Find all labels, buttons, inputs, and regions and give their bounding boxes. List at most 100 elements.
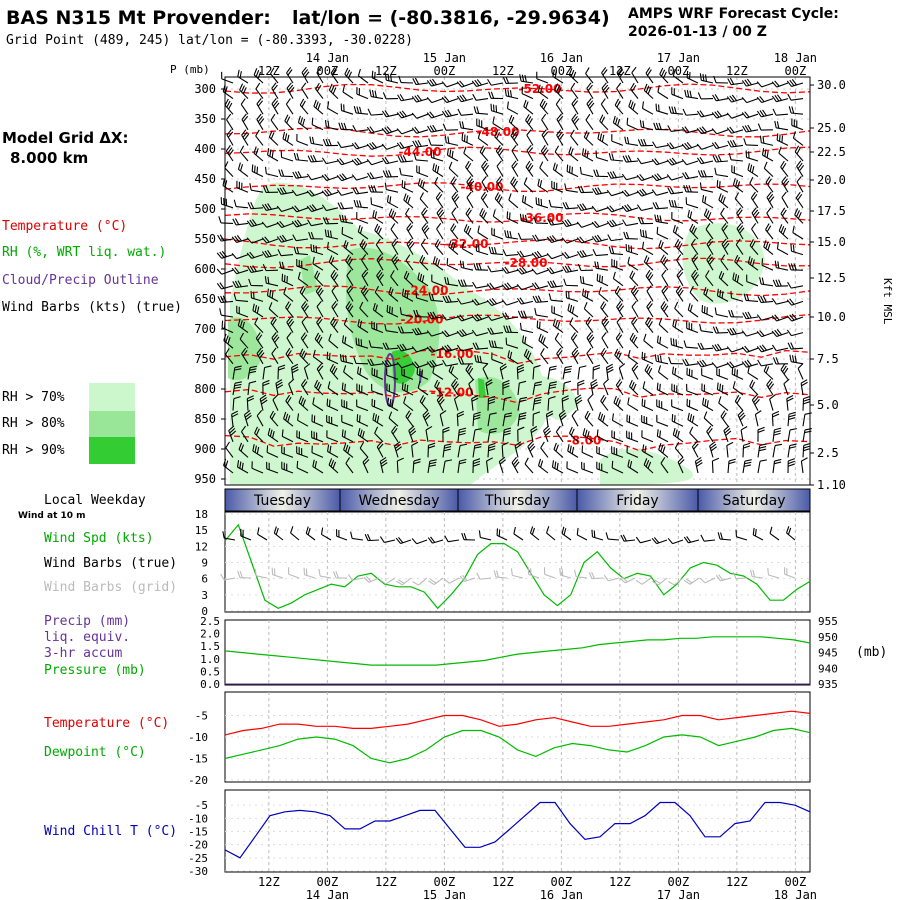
wind-barb xyxy=(540,441,545,449)
temperature-contour-label: -28.00 xyxy=(505,256,548,270)
wind-barb xyxy=(254,426,258,434)
wind-barb xyxy=(688,185,692,193)
wind-barb xyxy=(615,397,619,405)
wind-barb xyxy=(357,68,361,76)
wind-barb xyxy=(568,152,579,162)
wind-barb xyxy=(286,303,292,310)
wind-barb xyxy=(585,113,591,121)
wind-barb xyxy=(222,178,226,186)
wind-barb xyxy=(489,430,497,434)
wind-barb xyxy=(617,303,623,310)
wind-barb xyxy=(374,432,384,443)
wind-barb xyxy=(694,461,699,474)
wind-barb xyxy=(236,285,249,289)
wind-barb xyxy=(521,194,525,203)
wind-barb xyxy=(346,69,351,77)
wind-barb xyxy=(549,383,557,387)
wind-barb xyxy=(534,282,540,289)
wind-barb xyxy=(607,171,612,179)
wind-barb xyxy=(386,189,399,193)
wind-barb xyxy=(346,285,352,292)
height-tick-label: 20.0 xyxy=(817,173,846,187)
temperature-tick-label: -5 xyxy=(195,710,208,723)
wind-barb xyxy=(426,80,432,87)
wind-barb xyxy=(569,432,579,443)
wind-barb xyxy=(741,80,747,87)
wind-barb xyxy=(372,216,384,224)
wind-barb xyxy=(797,363,804,369)
wind-barb xyxy=(511,178,517,186)
wind-barb xyxy=(299,285,304,293)
wind-barb xyxy=(434,183,444,193)
wind-barb xyxy=(250,207,264,210)
wind-barb xyxy=(419,198,429,209)
wind-barb xyxy=(774,458,782,462)
wind-barb xyxy=(304,71,310,78)
wind-barb xyxy=(622,219,627,226)
wind-barb xyxy=(313,356,324,365)
wind-barb xyxy=(269,410,274,418)
wind-barb xyxy=(677,287,683,294)
wind-barb xyxy=(666,143,672,150)
wind-barb xyxy=(721,243,729,255)
wind-barb xyxy=(481,160,487,167)
wind-barb xyxy=(586,337,594,349)
wind-barb xyxy=(498,461,504,474)
wind-barb xyxy=(596,468,609,474)
wind-barb xyxy=(554,145,560,153)
wind-barb xyxy=(277,188,282,195)
wind-barb xyxy=(504,266,510,273)
wind-barb xyxy=(526,116,532,123)
wind-barb xyxy=(555,425,561,433)
wind-barb xyxy=(767,193,774,201)
wind-barb xyxy=(606,189,612,197)
wind-barb xyxy=(576,251,582,258)
wind-barb xyxy=(256,347,262,354)
wind-barb xyxy=(697,92,702,100)
wind-barb xyxy=(527,162,532,170)
wind-barb xyxy=(296,452,309,458)
wind-barb xyxy=(751,212,759,224)
wind-barb xyxy=(249,219,255,227)
wind-barb xyxy=(441,346,448,353)
wind-barb xyxy=(256,415,264,427)
wind-barb xyxy=(476,250,489,256)
wind-barb xyxy=(281,267,294,271)
wind-barb xyxy=(374,426,379,434)
wind-barb xyxy=(689,432,699,443)
wind-barb xyxy=(744,79,750,86)
height-tick-label: 12.5 xyxy=(817,271,846,285)
wind-barb xyxy=(463,152,474,162)
wind-barb xyxy=(561,395,569,400)
wind-barb xyxy=(388,214,399,224)
wind-barb xyxy=(294,171,300,179)
wind-barb xyxy=(427,125,432,133)
wind-barb xyxy=(429,345,435,352)
wind-barb xyxy=(225,441,230,449)
surface-wind-barb-grid xyxy=(608,577,620,582)
wind-barb xyxy=(259,398,264,411)
wind-barb xyxy=(471,80,477,87)
wind-barb xyxy=(356,420,369,427)
wind-barb xyxy=(731,159,744,162)
wind-barb xyxy=(721,384,724,392)
wind-barb xyxy=(498,149,504,156)
wind-barb xyxy=(491,285,504,290)
wind-barb xyxy=(614,291,624,302)
wind-barb xyxy=(596,280,609,287)
wind-barb xyxy=(285,103,294,115)
wind-barb xyxy=(525,166,534,177)
wind-barb xyxy=(486,381,493,387)
wind-barb xyxy=(348,258,353,266)
wind-barb xyxy=(584,289,587,297)
wind-barb xyxy=(704,74,707,82)
wind-barb xyxy=(684,358,690,366)
wind-barb xyxy=(487,265,492,273)
wind-barb xyxy=(491,234,504,240)
temperature-tick-label: -20 xyxy=(188,774,208,787)
wind-barb xyxy=(417,278,429,287)
wind-barb xyxy=(657,85,660,93)
wind-barb xyxy=(612,171,617,178)
wind-barb xyxy=(326,176,339,182)
wind-barb xyxy=(526,150,534,162)
